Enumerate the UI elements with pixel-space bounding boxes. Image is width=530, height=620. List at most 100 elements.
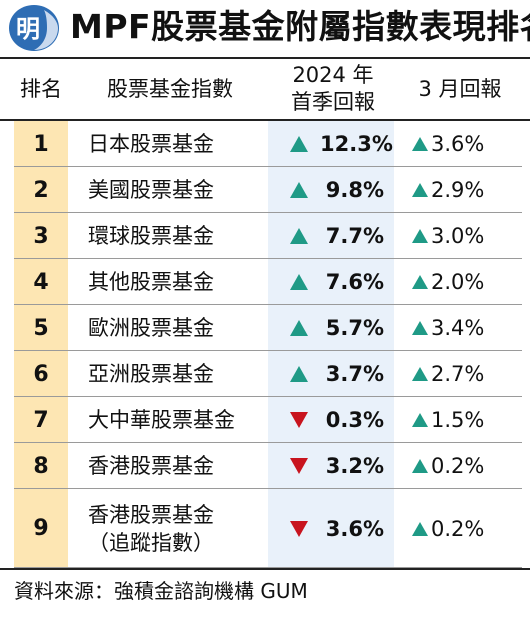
q1-return-value: 9.8%: [325, 178, 384, 202]
up-triangle-icon: [412, 137, 428, 151]
fund-name: 其他股票基金: [88, 259, 268, 305]
down-triangle-icon: [290, 458, 308, 474]
march-return-value: 2.9%: [431, 178, 485, 202]
march-return-value: 0.2%: [431, 454, 485, 478]
fund-name-line1: 環球股票基金: [88, 224, 214, 248]
rank-number: 5: [33, 315, 49, 341]
down-triangle-icon: [290, 520, 308, 537]
q1-return: 5.7%: [268, 305, 394, 351]
bottom-rule: [0, 568, 530, 570]
q1-return: 9.8%: [268, 167, 394, 213]
q1-return: 7.6%: [268, 259, 394, 305]
rank-number: 8: [33, 453, 49, 479]
col-header-march: 3 月回報: [418, 76, 502, 101]
header-rule: [0, 119, 530, 121]
fund-name-line1: 歐洲股票基金: [88, 316, 214, 340]
rank-number: 6: [33, 361, 49, 387]
fund-name-line1: 美國股票基金: [88, 178, 214, 202]
row-divider: [14, 567, 522, 568]
q1-return-value: 5.7%: [325, 316, 384, 340]
march-return-value: 1.5%: [431, 408, 485, 432]
fund-name-line1: 大中華股票基金: [88, 408, 235, 432]
rank-number: 1: [33, 131, 49, 157]
q1-return-value: 3.6%: [325, 516, 384, 541]
up-triangle-icon: [412, 459, 428, 473]
fund-name-line1: 香港股票基金: [88, 502, 214, 527]
rank-column-band: [14, 121, 68, 568]
q1-return-value: 3.2%: [325, 454, 384, 478]
march-return: 2.0%: [412, 259, 522, 305]
fund-name: 歐洲股票基金: [88, 305, 268, 351]
row-divider: [14, 304, 522, 305]
fund-name: 亞洲股票基金: [88, 351, 268, 397]
row-divider: [14, 488, 522, 489]
up-triangle-icon: [412, 413, 428, 427]
march-return-value: 2.7%: [431, 362, 485, 386]
fund-name: 大中華股票基金: [88, 397, 268, 443]
fund-name-line1: 其他股票基金: [88, 270, 214, 294]
march-return-value: 3.0%: [431, 224, 485, 248]
row-divider: [14, 350, 522, 351]
march-return: 3.4%: [412, 305, 522, 351]
table-row: 1 日本股票基金 12.3% 3.6%: [0, 121, 530, 167]
march-return-value: 0.2%: [431, 516, 485, 541]
logo-char: 明: [16, 15, 40, 43]
rank-number: 4: [33, 269, 49, 295]
q1-return: 3.2%: [268, 443, 394, 489]
fund-name-line1: 日本股票基金: [88, 132, 214, 156]
q1-return: 3.7%: [268, 351, 394, 397]
march-return: 0.2%: [412, 489, 522, 568]
up-triangle-icon: [412, 275, 428, 289]
up-triangle-icon: [290, 274, 308, 290]
col-header-q1: 2024 年 首季回報: [268, 58, 398, 120]
march-return: 2.9%: [412, 167, 522, 213]
table-row: 5 歐洲股票基金 5.7% 3.4%: [0, 305, 530, 351]
col-header-name: 股票基金指數: [107, 76, 233, 101]
table-row: 7 大中華股票基金 0.3% 1.5%: [0, 397, 530, 443]
fund-name-line1: 香港股票基金: [88, 454, 214, 478]
row-divider: [14, 212, 522, 213]
top-rule: [0, 57, 530, 59]
q1-return: 0.3%: [268, 397, 394, 443]
up-triangle-icon: [290, 182, 308, 198]
march-return-value: 3.6%: [431, 132, 485, 156]
up-triangle-icon: [412, 183, 428, 197]
q1-column-band: [268, 121, 394, 568]
march-return: 1.5%: [412, 397, 522, 443]
march-return: 3.6%: [412, 121, 522, 167]
table-row: 4 其他股票基金 7.6% 2.0%: [0, 259, 530, 305]
march-return-value: 2.0%: [431, 270, 485, 294]
q1-return-value: 3.7%: [325, 362, 384, 386]
fund-name: 環球股票基金: [88, 213, 268, 259]
up-triangle-icon: [412, 521, 428, 536]
up-triangle-icon: [290, 136, 308, 152]
q1-return: 12.3%: [268, 121, 394, 167]
fund-name-line2: （追蹤指數）: [88, 530, 214, 555]
up-triangle-icon: [290, 366, 308, 382]
down-triangle-icon: [290, 412, 308, 428]
rank-number: 9: [33, 516, 49, 541]
page-title: MPF股票基金附屬指數表現排名: [70, 7, 530, 46]
row-divider: [14, 258, 522, 259]
q1-return-value: 7.6%: [325, 270, 384, 294]
q1-return: 3.6%: [268, 489, 394, 568]
up-triangle-icon: [412, 367, 428, 381]
table-row: 3 環球股票基金 7.7% 3.0%: [0, 213, 530, 259]
row-divider: [14, 442, 522, 443]
march-return-value: 3.4%: [431, 316, 485, 340]
row-divider: [14, 166, 522, 167]
fund-name: 日本股票基金: [88, 121, 268, 167]
march-return: 0.2%: [412, 443, 522, 489]
q1-return-value: 12.3%: [320, 132, 393, 156]
fund-name: 美國股票基金: [88, 167, 268, 213]
fund-name-line1: 亞洲股票基金: [88, 362, 214, 386]
rank-number: 7: [33, 407, 49, 433]
up-triangle-icon: [412, 229, 428, 243]
table-row: 6 亞洲股票基金 3.7% 2.7%: [0, 351, 530, 397]
march-return: 3.0%: [412, 213, 522, 259]
newspaper-logo-icon: 明: [6, 2, 62, 54]
source-note: 資料來源：強積金諮詢機構 GUM: [14, 579, 308, 603]
table-row: 8 香港股票基金 3.2% 0.2%: [0, 443, 530, 489]
row-divider: [14, 396, 522, 397]
col-header-q1-line2: 首季回報: [291, 90, 375, 114]
